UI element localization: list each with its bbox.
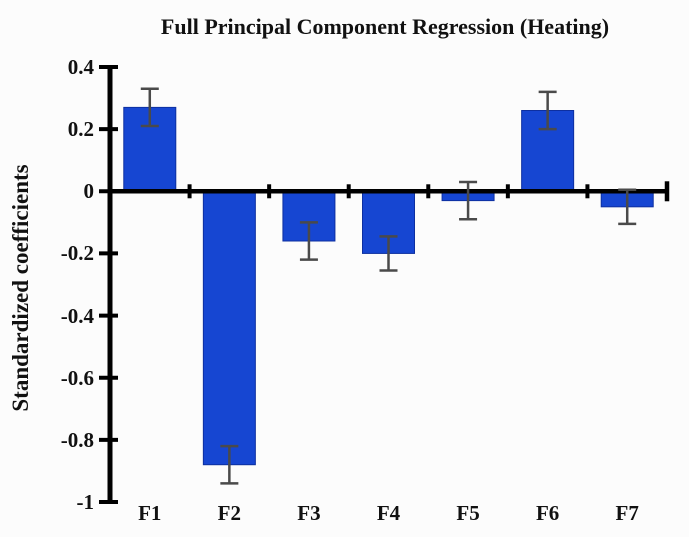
x-category-label-F6: F6 (535, 501, 560, 525)
x-category-label-F3: F3 (297, 501, 321, 525)
chart-title: Full Principal Component Regression (Hea… (160, 14, 610, 39)
y-tick-label--0.4: -0.4 (60, 303, 94, 328)
x-category-label-F5: F5 (456, 501, 480, 525)
x-category-label-F1: F1 (138, 501, 162, 525)
x-category-label-F7: F7 (615, 501, 639, 525)
y-tick-label--0.6: -0.6 (60, 365, 94, 390)
bar-F2 (202, 190, 256, 466)
x-category-label-F4: F4 (376, 501, 401, 525)
x-category-label-F2: F2 (217, 501, 241, 525)
y-tick-label--0.8: -0.8 (60, 427, 94, 452)
y-tick-label--0.2: -0.2 (60, 241, 94, 266)
y-tick-label-0: 0 (83, 179, 95, 204)
y-tick-label--1: -1 (76, 490, 95, 514)
y-tick-label-0.4: 0.4 (67, 55, 94, 79)
y-tick-label-0.2: 0.2 (67, 117, 94, 142)
